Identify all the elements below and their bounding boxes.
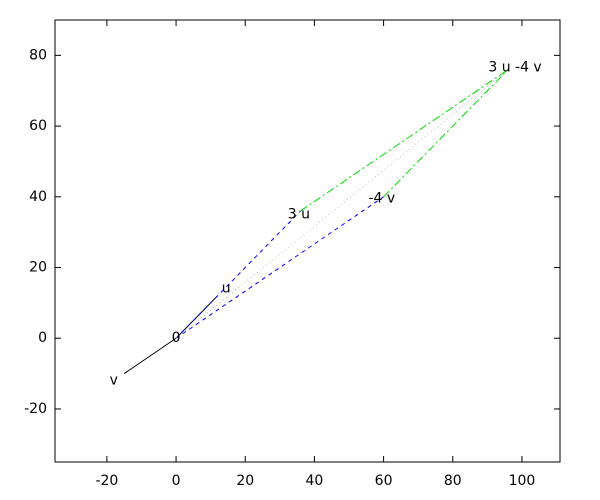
vector-line [123,337,177,375]
point-label: u [222,281,231,297]
y-tick-label: -20 [24,401,47,417]
x-tick-label: 0 [172,473,181,489]
y-tick-label: 40 [29,189,47,205]
y-tick-label: 60 [29,118,47,134]
point-label: 3 u -4 v [488,60,541,76]
x-tick-label: 60 [375,473,393,489]
point-label: 3 u [288,206,310,222]
x-tick-label: 80 [444,473,462,489]
vector-line [175,196,384,339]
point-label: v [110,373,118,389]
y-tick-label: 20 [29,260,47,276]
vector-line [300,69,509,212]
y-tick-label: 80 [29,47,47,63]
point-label: 0 [172,330,181,346]
y-tick-label: 0 [38,330,47,346]
vector-line [383,69,509,198]
x-tick-label: 20 [236,473,254,489]
x-tick-label: 40 [306,473,324,489]
x-tick-label: 100 [509,473,536,489]
plot-frame [54,19,561,463]
vector-line [175,69,509,339]
x-tick-label: -20 [95,473,118,489]
point-label: -4 v [369,191,396,207]
vector-line [175,210,301,339]
